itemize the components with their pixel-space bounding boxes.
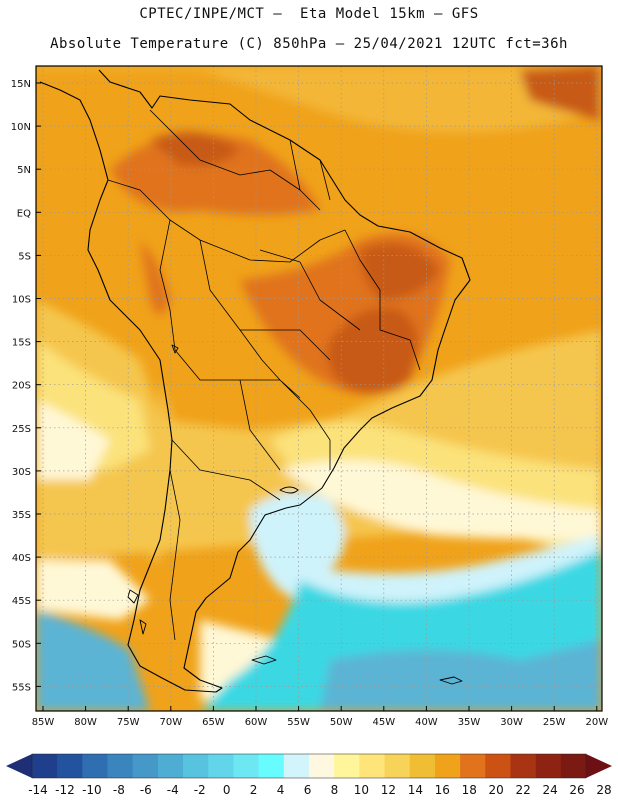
colorbar-label: -14: [28, 783, 48, 797]
lat-label: 35S: [12, 510, 31, 521]
lat-label: 5S: [18, 251, 31, 262]
lon-label: 70W: [159, 717, 182, 728]
colorbar-swatch: [485, 754, 511, 778]
colorbar-label: 2: [250, 783, 258, 797]
lat-label: 55S: [12, 682, 31, 693]
colorbar-swatch: [434, 754, 461, 778]
colorbar-swatch: [283, 754, 310, 778]
lakes-and-islands: [127, 344, 463, 685]
latitude-labels: 15N 10N 5N EQ 5S 10S 15S 20S 25S 30S 35S 40S 45S 50S 5…: [11, 79, 41, 693]
lon-label: 55W: [287, 717, 310, 728]
colorbar-swatch: [233, 754, 259, 778]
lon-label: 60W: [245, 717, 268, 728]
colorbar-label: 16: [435, 783, 450, 797]
colorbar-swatch: [57, 754, 83, 778]
colorbar-label: -8: [113, 783, 125, 797]
south-america-coastline: [39, 69, 471, 693]
lat-label: 30S: [12, 467, 31, 478]
lat-label: 15S: [12, 338, 31, 349]
lon-label: 30W: [500, 717, 523, 728]
lon-label: 65W: [202, 717, 225, 728]
colorbar-swatch: [510, 754, 536, 778]
colorbar-label: -2: [194, 783, 206, 797]
lon-label: 40W: [415, 717, 438, 728]
field-title: Absolute Temperature (C) 850hPa – 25/04/…: [50, 36, 568, 52]
lon-label: 45W: [372, 717, 395, 728]
lon-label: 50W: [330, 717, 353, 728]
model-title: CPTEC/INPE/MCT – Eta Model 15km – GFS: [139, 6, 479, 22]
colorbar-label: 24: [542, 783, 557, 797]
lon-label: 75W: [117, 717, 140, 728]
colorbar-swatch: [460, 754, 486, 778]
colorbar-swatch: [309, 754, 335, 778]
lon-label: 20W: [585, 717, 608, 728]
colorbar-swatch: [359, 754, 385, 778]
colorbar-swatch: [560, 754, 587, 778]
lon-label: 85W: [32, 717, 55, 728]
lon-label: 35W: [458, 717, 481, 728]
colorbar-swatch: [107, 754, 134, 778]
colorbar-label: 10: [354, 783, 369, 797]
colorbar-label: -10: [82, 783, 102, 797]
colorbar-swatch: [208, 754, 234, 778]
lon-label: 25W: [543, 717, 566, 728]
colorbar-label: 28: [596, 783, 611, 797]
country-borders: [107, 109, 421, 641]
colorbar-swatch: [384, 754, 411, 778]
colorbar-label: 18: [462, 783, 477, 797]
colorbar-swatch: [157, 754, 184, 778]
high-extension-arrow: [586, 754, 612, 778]
lat-label: 5N: [17, 165, 31, 176]
lat-label: 15N: [11, 79, 31, 90]
temperature-field: [36, 66, 602, 711]
colorbar-label: 6: [304, 783, 312, 797]
lat-label: EQ: [17, 208, 31, 219]
colorbar-swatch: [334, 754, 360, 778]
colorbar-swatch: [535, 754, 562, 778]
colorbar-outline: [31, 753, 587, 779]
colorbar-swatch: [409, 754, 436, 778]
colorbar-label: 22: [516, 783, 531, 797]
colorbar-label: 20: [489, 783, 504, 797]
colorbar-label: -6: [140, 783, 152, 797]
low-extension-arrow: [6, 754, 32, 778]
colorbar-label: 0: [223, 783, 231, 797]
colorbar-swatch: [258, 754, 285, 778]
colorbar-label: -4: [167, 783, 179, 797]
lat-label: 25S: [12, 424, 31, 435]
longitude-labels: 85W 80W 75W 70W 65W 60W 55W 50W 45W 40W 35W 30W 25W 2…: [32, 706, 608, 728]
map-frame: [35, 65, 603, 712]
colorbar-label: 26: [569, 783, 584, 797]
colder-blue-zone: [36, 610, 602, 711]
lat-label: 20S: [12, 381, 31, 392]
colorbar-label: 8: [331, 783, 339, 797]
lat-label: 40S: [12, 553, 31, 564]
colorbar-swatch: [132, 754, 159, 778]
colorbar-label: 14: [408, 783, 423, 797]
coastlines-and-borders: [39, 69, 471, 693]
color-scale-bar: -14 -12 -10 -8 -6 -4 -2 0 2 4 6 8 10 12 14 16 18 20 22 24 26…: [6, 753, 612, 797]
colorbar-label: 4: [277, 783, 285, 797]
colorbar-swatch: [82, 754, 108, 778]
lon-label: 80W: [74, 717, 97, 728]
colorbar-swatch: [183, 754, 209, 778]
colorbar-label: 12: [381, 783, 396, 797]
colorbar-swatch: [32, 754, 58, 778]
lat-label: 50S: [12, 639, 31, 650]
lat-label: 10S: [12, 295, 31, 306]
hottest-zone: [150, 66, 600, 394]
colorbar-label: -12: [55, 783, 75, 797]
andes-cool-strip: [150, 380, 180, 560]
lat-label: 10N: [11, 122, 31, 133]
lat-label: 45S: [12, 596, 31, 607]
pale-zone: [36, 400, 602, 700]
